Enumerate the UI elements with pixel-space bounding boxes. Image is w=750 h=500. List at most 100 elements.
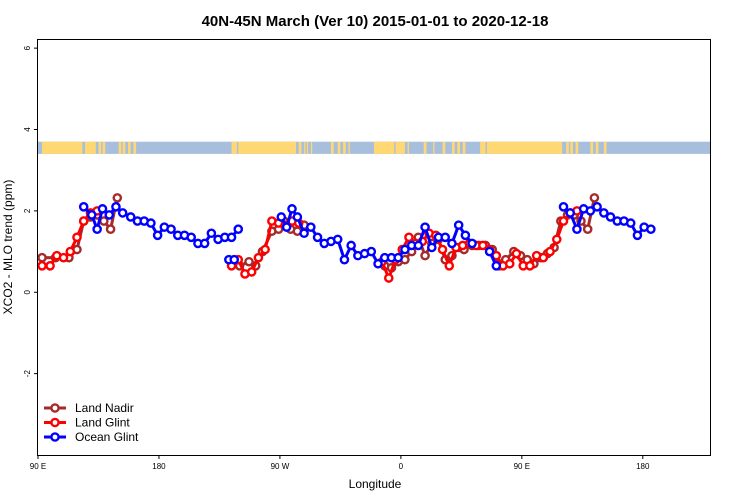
data-point [281,222,292,232]
x-axis: 90 E 180 90 W 0 90 E 180 [30,455,650,471]
data-point [206,228,217,239]
data-point [444,261,455,271]
y-tick-label: -2 [23,370,32,378]
land-segment [423,141,427,154]
land-segment [337,141,341,154]
data-point [229,254,240,265]
data-point [166,224,176,234]
legend-label: Land Nadir [75,401,134,415]
data-point [104,210,115,220]
legend-item: Ocean Glint [44,430,139,444]
land-ocean-strip [38,141,710,154]
data-point [599,208,609,218]
data-point [592,202,602,212]
series-line-segment [263,220,274,250]
data-point [383,273,394,283]
data-point [226,232,237,243]
data-point [373,258,383,269]
land-segment [42,141,83,154]
land-segment [306,141,309,154]
data-point [37,261,47,271]
land-segment [118,141,122,154]
land-segment [407,141,409,154]
land-segment [575,141,579,154]
data-point [478,240,488,251]
data-point [558,216,569,226]
data-point [72,232,82,243]
land-segment [457,141,461,154]
land-segment [442,141,446,154]
data-point [253,252,264,263]
data-point [440,232,451,243]
x-tick-label: 180 [636,462,650,471]
data-point [420,250,430,261]
x-axis-title: Longitude [349,477,402,491]
data-point [491,261,502,271]
land-segment [486,141,563,154]
data-point [233,224,244,234]
x-tick-label: 0 [399,462,404,471]
data-point [78,202,89,212]
land-segment [603,141,607,154]
data-point [453,220,464,230]
data-point [404,232,414,243]
data-point [511,248,522,259]
data-point [92,224,102,234]
legend-marker [50,417,60,428]
data-point [58,252,69,263]
data-point [558,202,569,212]
data-point [460,230,471,241]
land-segment [433,141,435,154]
data-point [632,230,643,241]
data-point [152,230,163,241]
data-point [111,202,121,212]
data-point [287,204,297,214]
legend-label: Ocean Glint [75,430,139,444]
data-point [117,208,128,218]
x-tick-label: 90 W [271,462,290,471]
chart-title: 40N-45N March (Ver 10) 2015-01-01 to 202… [202,13,549,30]
land-segment [343,141,346,154]
data-point [37,252,47,263]
y-axis-title: XCO2 - MLO trend (ppm) [1,180,15,315]
land-segment [395,141,405,154]
land-segment [462,141,466,154]
data-point [86,210,97,220]
land-segment [122,141,126,154]
data-point [437,244,448,255]
data-point [420,222,430,232]
data-point [413,240,424,251]
data-point [346,240,356,251]
x-tick-label: 180 [152,462,166,471]
data-point [565,208,576,218]
land-segment [304,141,306,154]
data-point [538,252,549,263]
land-segment [595,141,599,154]
legend-label: Land Glint [75,416,130,430]
data-point [545,246,555,257]
data-point [366,246,377,257]
data-point [125,212,136,222]
data-point [572,224,582,234]
data-point [97,204,108,214]
data-point [605,212,616,222]
data-point [186,232,197,243]
data-point [582,224,593,234]
data-point [146,218,156,228]
land-segment [310,141,313,154]
land-segment [85,141,96,154]
data-point [65,246,76,257]
y-axis: -2 0 2 4 6 [23,45,38,377]
data-point [426,242,437,253]
legend-item: Land Nadir [44,401,134,415]
land-segment [330,141,334,154]
x-tick-label: 90 E [30,462,46,471]
data-point [306,222,316,232]
land-segment [231,141,237,154]
land-segment [451,141,455,154]
land-segment [98,141,102,154]
land-segment [102,141,106,154]
land-segment [480,141,486,154]
data-point [589,193,600,203]
